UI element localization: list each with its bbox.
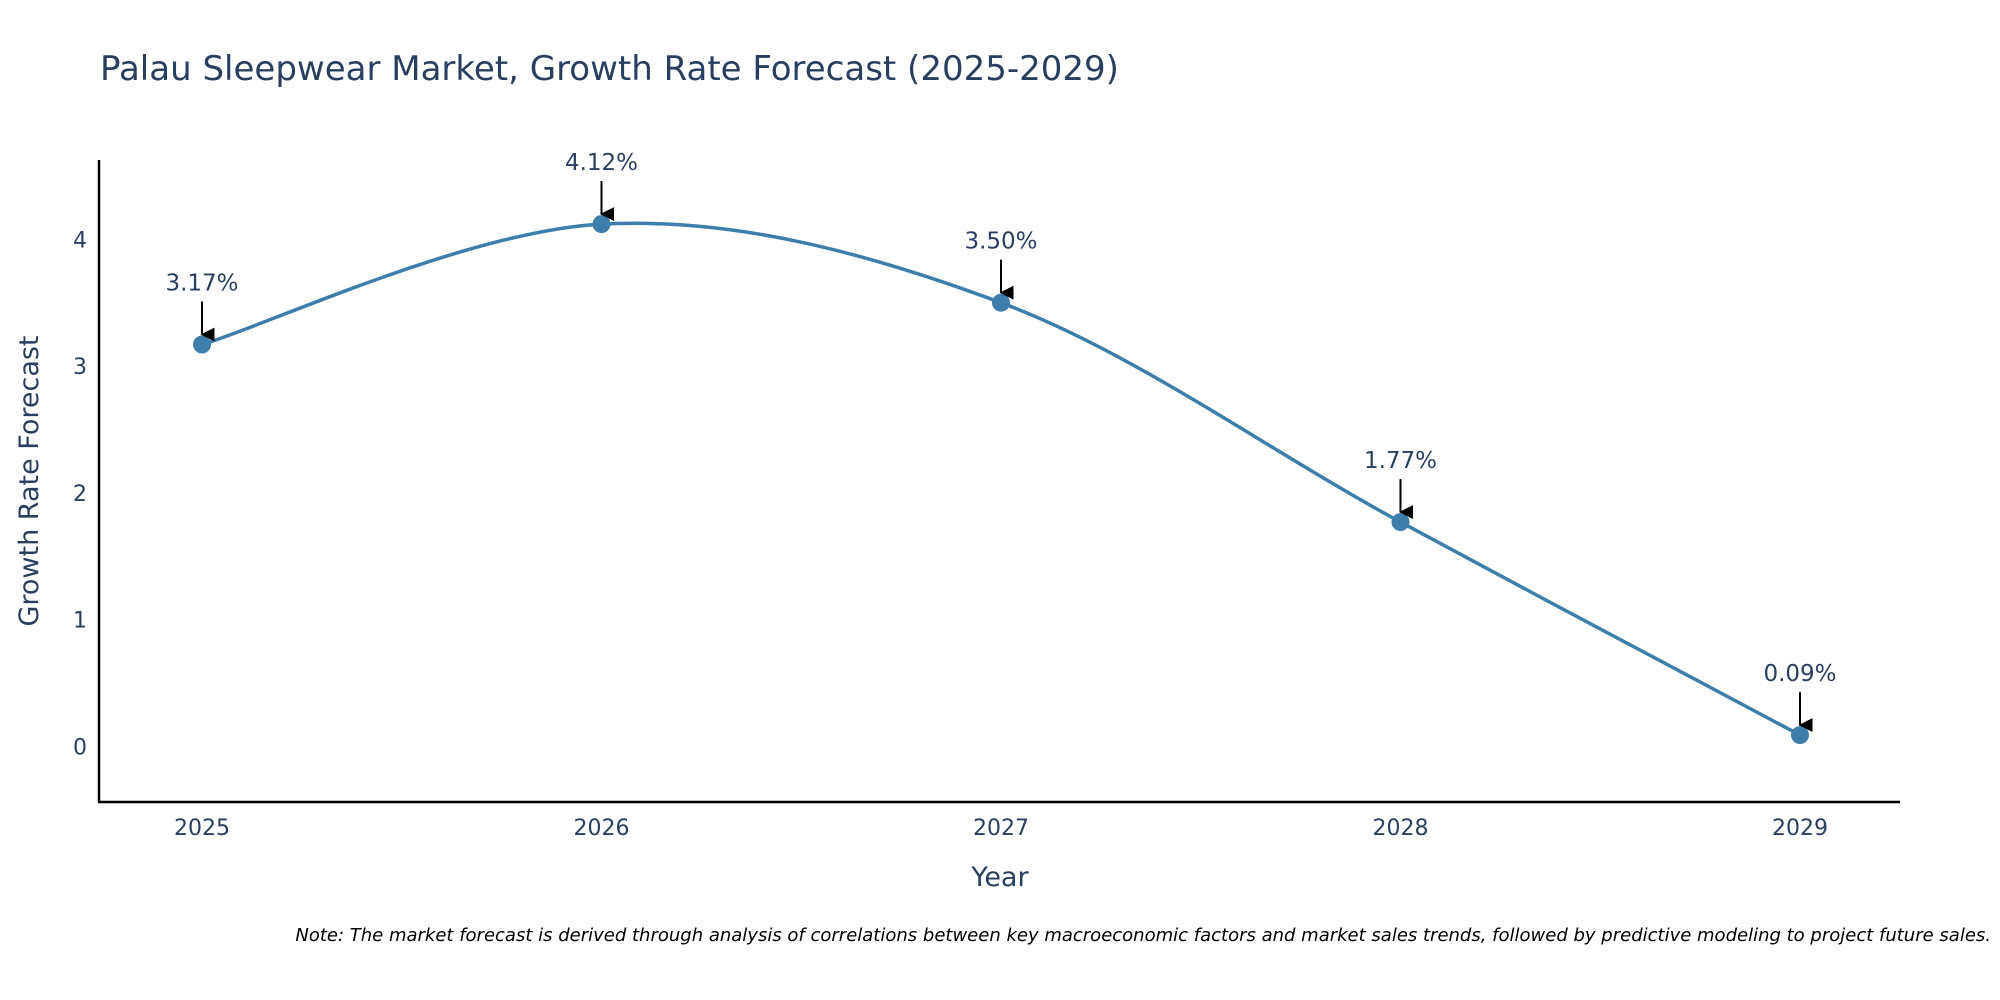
- y-tick-label: 3: [73, 355, 87, 380]
- x-tick-label: 2026: [574, 816, 630, 841]
- data-point: [592, 215, 611, 234]
- x-tick-label: 2025: [174, 816, 230, 841]
- x-tick-label: 2029: [1772, 816, 1828, 841]
- x-axis-ticks: 2025 2026 2027 2028 2029: [174, 816, 1828, 841]
- y-tick-label: 4: [73, 228, 87, 253]
- y-tick-label: 2: [73, 482, 87, 507]
- x-tick-label: 2028: [1373, 816, 1429, 841]
- chart-title: Palau Sleepwear Market, Growth Rate Fore…: [100, 49, 1119, 89]
- y-axis-ticks: 0 1 2 3 4: [73, 228, 87, 760]
- data-label: 4.12%: [565, 150, 638, 176]
- data-label: 1.77%: [1364, 448, 1437, 474]
- plot-area: 3.17% 4.12% 3.50% 1.77% 0.09%: [165, 150, 1837, 745]
- data-point: [1791, 726, 1809, 745]
- data-label: 3.17%: [165, 271, 238, 297]
- x-tick-label: 2027: [973, 816, 1029, 841]
- y-tick-label: 0: [73, 736, 87, 761]
- x-axis-title: Year: [970, 862, 1029, 893]
- data-point: [992, 293, 1010, 312]
- footnote: Note: The market forecast is derived thr…: [295, 925, 1991, 946]
- y-axis-title: Growth Rate Forecast: [14, 335, 45, 626]
- data-label: 3.50%: [964, 229, 1037, 255]
- data-point: [1391, 513, 1410, 532]
- y-tick-label: 1: [73, 609, 87, 634]
- data-point: [193, 335, 211, 354]
- data-label: 0.09%: [1763, 661, 1836, 687]
